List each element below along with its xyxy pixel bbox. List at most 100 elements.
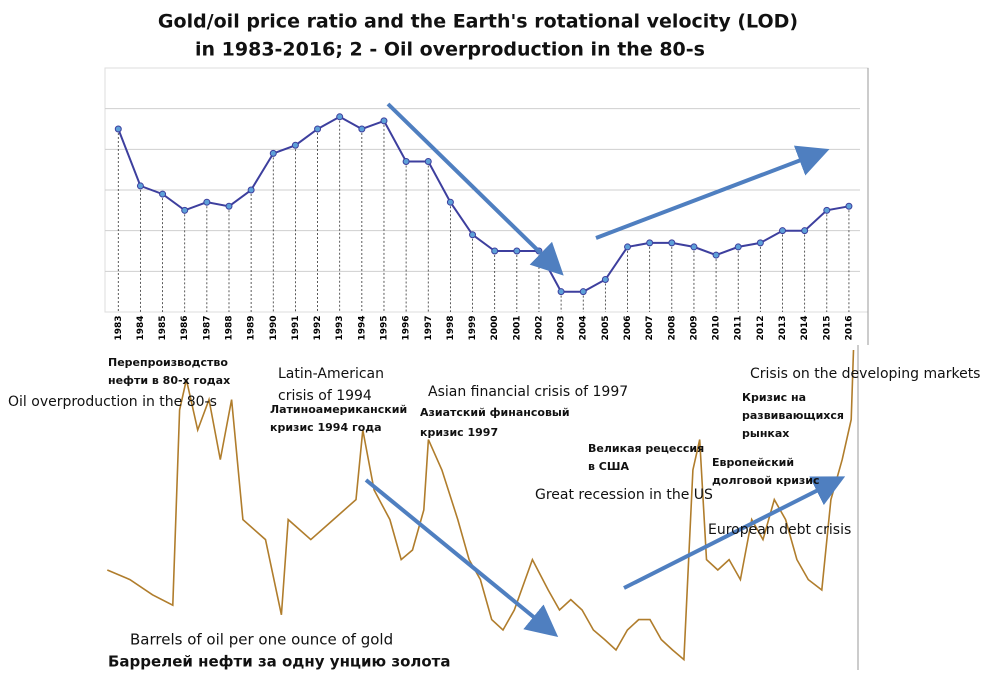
x-tick-label: 2004 (579, 315, 589, 340)
data-point (491, 247, 499, 255)
data-point (446, 198, 454, 206)
data-point (358, 125, 366, 133)
x-tick-label: 1985 (158, 315, 168, 340)
annotation: Great recession in the US (535, 487, 713, 503)
data-point (601, 275, 609, 283)
x-tick-label: 1996 (402, 315, 412, 340)
annotation: долговой кризис (712, 474, 820, 487)
annotation: Азиатский финансовый (420, 406, 570, 419)
data-point (801, 227, 809, 235)
data-point (380, 117, 388, 125)
annotation: Великая рецессия (588, 442, 704, 455)
data-line (117, 115, 850, 293)
data-point (646, 239, 654, 247)
data-point (336, 113, 344, 121)
data-point (291, 141, 299, 149)
chart-title: Gold/oil price ratio and the Earth's rot… (158, 11, 798, 33)
data-point (402, 158, 410, 166)
data-point (579, 288, 587, 296)
data-point (668, 239, 676, 247)
x-tick-label: 1995 (379, 315, 389, 340)
data-point (159, 190, 167, 198)
x-tick-label: 1993 (335, 315, 345, 340)
x-tick-label: 2007 (645, 315, 655, 340)
data-point (712, 251, 720, 259)
data-point (690, 243, 698, 251)
x-tick-label: 1992 (313, 315, 323, 340)
data-point (845, 202, 853, 210)
arrow (386, 102, 564, 276)
x-tick-label: 2008 (667, 315, 677, 340)
x-tick-label: 2005 (601, 315, 611, 340)
x-tick-label: 2013 (778, 315, 788, 340)
annotation: Латиноамериканский (270, 403, 407, 416)
annotation: Перепроизводство (108, 356, 228, 369)
bottom-chart (106, 345, 859, 670)
trend-arrows (364, 102, 846, 638)
x-tick-label: 2014 (800, 315, 810, 340)
annotation: Oil overproduction in the 80-s (8, 394, 217, 410)
x-tick-label: 2001 (512, 315, 522, 340)
x-tick-label: 2006 (623, 315, 633, 340)
data-point (513, 247, 521, 255)
x-tick-label: 2003 (557, 315, 567, 340)
data-point (823, 206, 831, 214)
data-point (469, 231, 477, 239)
data-point (181, 206, 189, 214)
x-tick-label: 2000 (490, 315, 500, 340)
data-point (557, 288, 565, 296)
data-point (136, 182, 144, 190)
data-line (106, 349, 855, 662)
annotation: в США (588, 460, 629, 473)
data-point (779, 227, 787, 235)
x-tick-label: 1994 (357, 315, 367, 340)
x-tick-label: 1990 (269, 315, 279, 340)
arrow (623, 476, 846, 590)
x-tick-label: 2002 (534, 315, 544, 340)
data-point (624, 243, 632, 251)
x-tick-label: 1984 (136, 315, 146, 340)
x-tick-label: 2011 (734, 315, 744, 340)
annotation: кризис 1997 (420, 426, 498, 439)
data-point (225, 202, 233, 210)
x-tick-label: 2015 (822, 315, 832, 340)
data-point (114, 125, 122, 133)
annotation: Asian financial crisis of 1997 (428, 384, 628, 400)
x-tick-label: 2012 (756, 315, 766, 340)
x-tick-label: 2010 (712, 315, 722, 340)
arrow (595, 145, 830, 240)
data-point (247, 186, 255, 194)
annotation: кризис 1994 года (270, 421, 382, 434)
data-point (756, 239, 764, 247)
data-point (314, 125, 322, 133)
x-tick-label: 1987 (202, 315, 212, 340)
annotation: нефти в 80-х годах (108, 374, 230, 387)
x-tick-label: 1983 (114, 315, 124, 340)
x-tick-label: 1988 (224, 315, 234, 340)
data-point (269, 149, 277, 157)
x-tick-label: 1999 (468, 315, 478, 340)
annotation: рынках (742, 427, 789, 440)
chart-title: in 1983-2016; 2 - Oil overproduction in … (195, 39, 705, 61)
x-tick-label: 1986 (180, 315, 190, 340)
annotation: Latin-American (278, 366, 384, 382)
annotation: развивающихся (742, 409, 844, 422)
annotation: Кризис на (742, 391, 806, 404)
annotation: crisis of 1994 (278, 388, 372, 404)
x-tick-label: 1997 (424, 315, 434, 340)
x-tick-label: 1991 (291, 315, 301, 340)
x-tick-label: 2009 (689, 315, 699, 340)
annotation: European debt crisis (708, 522, 851, 538)
data-point (734, 243, 742, 251)
data-point (203, 198, 211, 206)
annotation: Crisis on the developing markets (750, 366, 980, 382)
x-tick-label: 1989 (247, 315, 257, 340)
x-tick-label: 1998 (446, 315, 456, 340)
annotation: Европейский (712, 456, 794, 469)
arrow (364, 478, 559, 638)
x-tick-label: 2016 (844, 315, 854, 340)
annotation: Баррелей нефти за одну унцию золота (108, 653, 451, 671)
data-point (424, 158, 432, 166)
annotation: Barrels of oil per one ounce of gold (130, 631, 393, 649)
